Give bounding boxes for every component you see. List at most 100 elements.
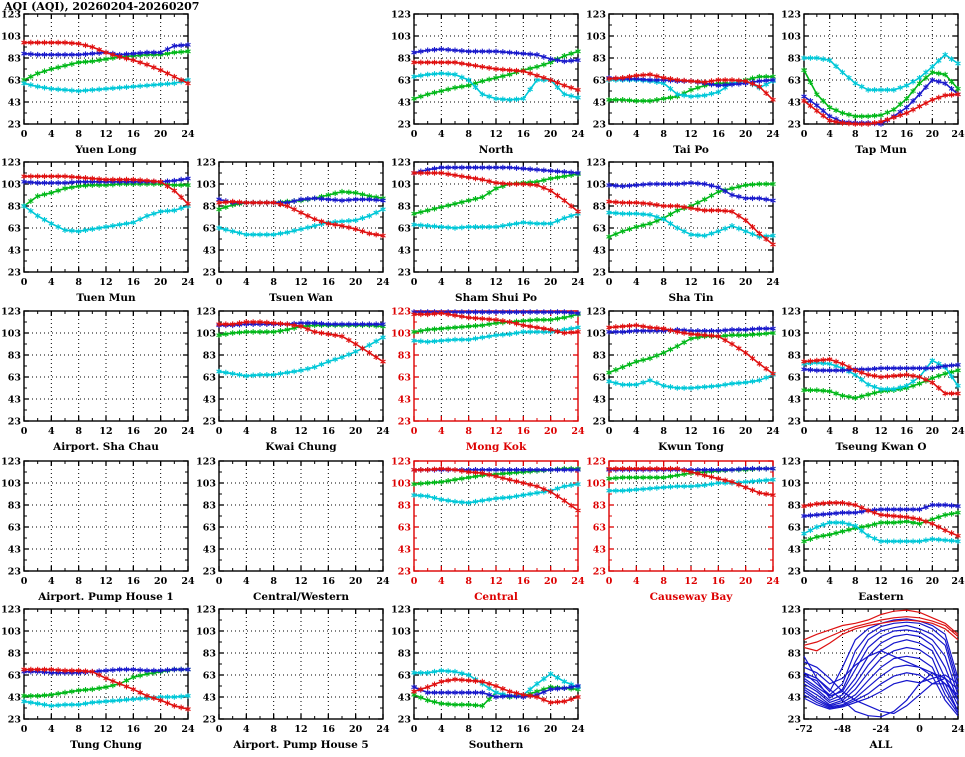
y-tick-label: 123 bbox=[586, 158, 606, 169]
y-tick-label: 23 bbox=[8, 567, 21, 578]
y-tick-label: 23 bbox=[203, 268, 216, 279]
y-tick-label: 123 bbox=[1, 307, 21, 318]
chart-title: Tai Po bbox=[673, 144, 709, 156]
x-tick-label: 24 bbox=[376, 426, 390, 437]
y-tick-label: 83 bbox=[203, 202, 216, 213]
y-tick-label: 123 bbox=[196, 307, 216, 318]
y-tick-label: 103 bbox=[586, 479, 606, 490]
y-tick-label: 43 bbox=[8, 98, 21, 109]
y-tick-label: 103 bbox=[196, 180, 216, 191]
x-tick-label: 4 bbox=[438, 129, 445, 140]
y-tick-label: 123 bbox=[391, 457, 411, 468]
chart-canvas: 0 4 8 12 16 20 24 23 43 63 83 103 123 Airport. Pump H… bbox=[1, 457, 195, 604]
y-tick-label: 83 bbox=[398, 202, 411, 213]
x-tick-label: 20 bbox=[739, 426, 753, 437]
x-tick-label: 20 bbox=[154, 724, 168, 735]
chart-canvas: 0 4 8 12 16 20 24 23 43 63 83 103 123 Tuen Mun bbox=[1, 158, 195, 305]
y-tick-label: 23 bbox=[593, 567, 606, 578]
x-tick-label: 8 bbox=[660, 426, 667, 437]
y-tick-label: 63 bbox=[398, 224, 411, 235]
y-tick-label: 43 bbox=[398, 246, 411, 257]
y-tick-label: 43 bbox=[788, 395, 801, 406]
chart-canvas: 0 4 8 12 16 20 24 23 43 63 83 103 123 Yuen Long bbox=[1, 10, 195, 157]
x-tick-label: 8 bbox=[270, 724, 277, 735]
x-tick-label: 24 bbox=[766, 576, 780, 587]
y-tick-label: 63 bbox=[593, 523, 606, 534]
x-tick-label: 24 bbox=[951, 724, 965, 735]
chart-central: 0 4 8 12 16 20 24 23 43 63 83 103 123 Central bbox=[390, 457, 585, 609]
x-tick-label: 8 bbox=[465, 724, 472, 735]
x-tick-label: 24 bbox=[766, 129, 780, 140]
x-tick-label: 0 bbox=[801, 129, 808, 140]
chart-canvas: 0 4 8 12 16 20 24 23 43 63 83 103 123 Tai Po bbox=[586, 10, 780, 157]
chart-title: Airport. Pump House 1 bbox=[37, 591, 173, 603]
x-tick-label: 20 bbox=[739, 576, 753, 587]
y-tick-label: 123 bbox=[391, 158, 411, 169]
x-tick-label: 24 bbox=[571, 576, 585, 587]
x-tick-label: 20 bbox=[926, 576, 940, 587]
y-tick-label: 123 bbox=[781, 457, 801, 468]
x-tick-label: 12 bbox=[489, 426, 502, 437]
chart-title: Tsuen Wan bbox=[269, 292, 333, 304]
y-tick-label: 83 bbox=[593, 351, 606, 362]
x-tick-label: 4 bbox=[243, 724, 250, 735]
x-tick-label: 0 bbox=[606, 277, 613, 288]
chart-canvas: 0 4 8 12 16 20 24 23 43 63 83 103 123 Kwun Tong bbox=[586, 307, 780, 454]
x-tick-label: 0 bbox=[216, 426, 223, 437]
x-tick-label: 4 bbox=[826, 576, 833, 587]
y-tick-label: 43 bbox=[593, 395, 606, 406]
x-tick-label: 16 bbox=[712, 277, 726, 288]
x-tick-label: 20 bbox=[154, 576, 168, 587]
y-tick-label: 103 bbox=[196, 329, 216, 340]
y-tick-label: 23 bbox=[203, 417, 216, 428]
y-tick-label: 23 bbox=[593, 120, 606, 131]
x-tick-label: 0 bbox=[216, 576, 223, 587]
x-tick-label: 8 bbox=[852, 426, 859, 437]
x-tick-label: 8 bbox=[660, 576, 667, 587]
y-tick-label: 43 bbox=[788, 545, 801, 556]
x-tick-label: 12 bbox=[489, 129, 502, 140]
x-tick-label: 0 bbox=[606, 426, 613, 437]
x-tick-label: 12 bbox=[99, 277, 112, 288]
y-tick-label: 103 bbox=[391, 329, 411, 340]
chart-title: Southern bbox=[469, 739, 524, 751]
x-tick-label: 12 bbox=[489, 277, 502, 288]
x-tick-label: 8 bbox=[75, 576, 82, 587]
chart-title: Tung Chung bbox=[70, 739, 142, 751]
y-tick-label: 23 bbox=[8, 417, 21, 428]
y-tick-label: 103 bbox=[391, 32, 411, 43]
y-tick-label: 83 bbox=[8, 351, 21, 362]
chart-title: North bbox=[479, 144, 514, 156]
x-tick-label: 4 bbox=[243, 576, 250, 587]
chart-canvas: 0 4 8 12 16 20 24 23 43 63 83 103 123 Kwai Chung bbox=[196, 307, 390, 454]
x-tick-label: 8 bbox=[465, 426, 472, 437]
chart-all: -72 -48 -24 0 24 23 43 63 83 103 123 ALL bbox=[780, 605, 965, 757]
y-tick-label: 103 bbox=[196, 479, 216, 490]
x-tick-label: 8 bbox=[75, 277, 82, 288]
x-tick-label: 24 bbox=[951, 576, 965, 587]
y-tick-label: 63 bbox=[593, 373, 606, 384]
y-tick-label: 43 bbox=[788, 693, 801, 704]
x-tick-label: 4 bbox=[438, 426, 445, 437]
y-tick-label: 63 bbox=[788, 523, 801, 534]
x-tick-label: 16 bbox=[517, 426, 531, 437]
y-tick-label: 63 bbox=[203, 523, 216, 534]
x-tick-label: 12 bbox=[294, 426, 307, 437]
x-tick-label: 8 bbox=[75, 426, 82, 437]
chart-title: Causeway Bay bbox=[650, 591, 734, 603]
x-tick-label: 0 bbox=[801, 426, 808, 437]
x-tick-label: 24 bbox=[181, 724, 195, 735]
x-tick-label: 12 bbox=[684, 576, 697, 587]
x-tick-label: 20 bbox=[154, 426, 168, 437]
x-tick-label: 4 bbox=[243, 277, 250, 288]
chart-canvas: 0 4 8 12 16 20 24 23 43 63 83 103 123 Airport. Sha Ch… bbox=[1, 307, 195, 454]
chart-mong-kok: 0 4 8 12 16 20 24 23 43 63 83 103 123 Mong Kok bbox=[390, 307, 585, 459]
y-tick-label: 103 bbox=[1, 180, 21, 191]
x-tick-label: 12 bbox=[294, 724, 307, 735]
y-tick-label: 103 bbox=[781, 627, 801, 638]
x-tick-label: 4 bbox=[633, 277, 640, 288]
chart-canvas: 0 4 8 12 16 20 24 23 43 63 83 103 123 North bbox=[391, 10, 585, 157]
x-tick-label: 16 bbox=[900, 129, 914, 140]
x-tick-label: 12 bbox=[489, 724, 502, 735]
chart-eastern: 0 4 8 12 16 20 24 23 43 63 83 103 123 Eastern bbox=[780, 457, 965, 609]
